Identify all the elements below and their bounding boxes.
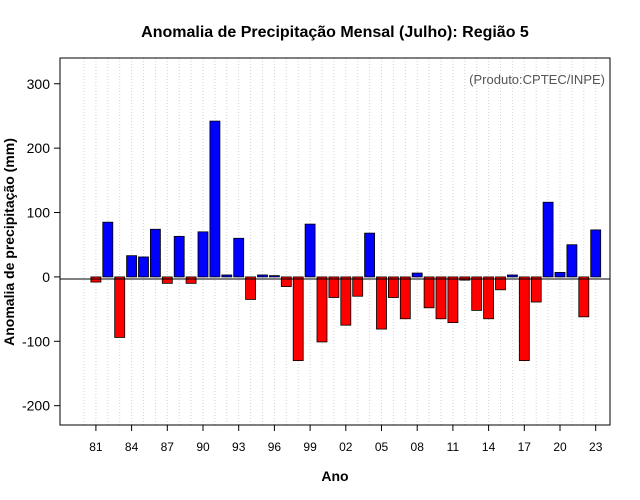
y-tick-label: -200 [22, 398, 50, 414]
bar-2017 [518, 276, 530, 362]
x-axis: 81 84 87 90 93 96 99 02 05 08 11 14 17 20 23 [89, 425, 603, 454]
bar-1988 [173, 235, 185, 278]
bar-2001 [328, 276, 340, 298]
bar-1993 [233, 237, 245, 278]
product-credit: (Produto:CPTEC/INPE) [469, 72, 605, 87]
x-axis-label: Ano [321, 468, 348, 484]
y-axis: -200 -100 0 100 200 300 [22, 76, 60, 414]
y-tick-label: 300 [27, 76, 51, 92]
bar-1996 [268, 275, 280, 278]
bar-2021 [566, 244, 578, 278]
bar-series [90, 120, 602, 362]
bar-2009 [423, 276, 435, 309]
y-tick-label: -100 [22, 333, 50, 349]
x-tick-label: 05 [375, 440, 389, 454]
bar-1986 [149, 228, 161, 278]
plot-frame [59, 57, 611, 426]
x-tick-label: 84 [125, 440, 139, 454]
bar-2016 [506, 274, 518, 278]
bar-2019 [542, 201, 554, 278]
bar-2005 [376, 276, 387, 330]
bar-2014 [483, 276, 495, 320]
bar-1995 [257, 274, 268, 278]
bar-1991 [209, 120, 221, 278]
bar-1998 [292, 276, 304, 362]
bar-2008 [411, 272, 423, 278]
x-tick-label: 96 [268, 440, 282, 454]
bar-2013 [471, 276, 483, 311]
bar-2003 [352, 276, 364, 297]
bar-2023 [590, 229, 602, 278]
bar-1984 [126, 255, 137, 278]
x-tick-label: 90 [196, 440, 210, 454]
y-tick-label: 0 [42, 269, 50, 285]
x-tick-label: 81 [89, 440, 103, 454]
bar-2007 [399, 276, 411, 320]
bar-1983 [114, 276, 126, 338]
x-tick-label: 23 [589, 440, 603, 454]
bar-2015 [495, 276, 506, 291]
bar-1987 [161, 276, 173, 284]
bar-2010 [435, 276, 447, 320]
bar-1989 [185, 276, 197, 284]
x-tick-label: 93 [232, 440, 246, 454]
bar-2004 [364, 232, 376, 278]
bar-2022 [578, 276, 590, 318]
y-tick-label: 100 [27, 205, 51, 221]
bar-1990 [197, 231, 209, 278]
bar-1985 [138, 256, 149, 278]
x-tick-label: 11 [447, 440, 460, 454]
bar-2000 [316, 276, 328, 343]
bar-2018 [530, 276, 542, 303]
chart-title: Anomalia de Precipitação Mensal (Julho):… [141, 24, 529, 41]
bar-1982 [102, 221, 114, 278]
bar-1997 [280, 276, 292, 287]
bar-1994 [245, 276, 257, 300]
bar-1992 [221, 274, 233, 278]
bar-2006 [387, 276, 399, 298]
y-axis-label: Anomalia de precipitação (mm) [1, 138, 17, 346]
bar-2011 [447, 276, 459, 324]
bar-2002 [340, 276, 352, 326]
x-tick-label: 08 [411, 440, 425, 454]
x-tick-label: 99 [303, 440, 317, 454]
bar-1999 [304, 223, 316, 278]
x-tick-label: 14 [482, 440, 496, 454]
x-tick-label: 17 [518, 440, 532, 454]
x-tick-label: 20 [553, 440, 567, 454]
x-tick-label: 87 [161, 440, 175, 454]
y-tick-label: 200 [27, 140, 51, 156]
x-tick-label: 02 [339, 440, 353, 454]
bar-2020 [554, 272, 566, 278]
